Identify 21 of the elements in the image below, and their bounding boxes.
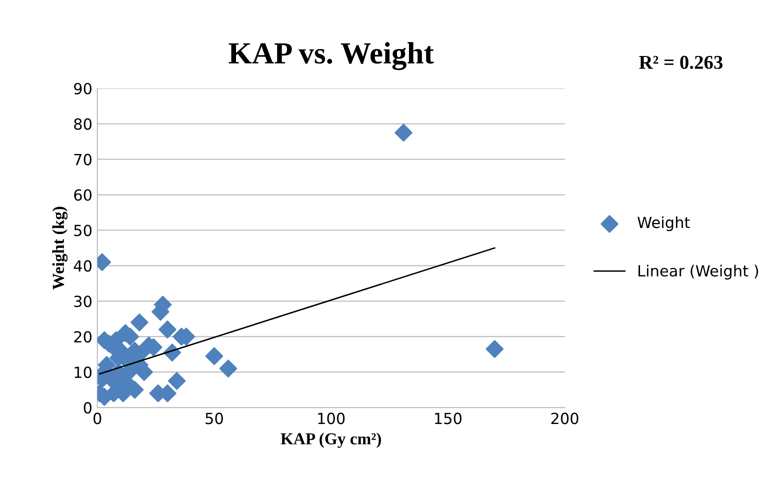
x-tick-label: 0 [94, 412, 102, 424]
y-tick-label: 20 [74, 331, 92, 343]
y-tick-label: 10 [74, 366, 92, 378]
y-tick-label: 0 [84, 402, 92, 414]
y-tick-label: 30 [74, 296, 92, 308]
chart-title: KAP vs. Weight [228, 42, 434, 70]
legend-label: Weight [638, 216, 690, 232]
y-tick-label: 90 [74, 82, 92, 94]
y-tick-label: 70 [74, 154, 92, 166]
y-tick-label: 40 [74, 260, 92, 272]
x-tick-label: 200 [551, 412, 578, 424]
y-axis-title: Weight (kg) [52, 206, 68, 290]
y-tick-label: 80 [74, 118, 92, 130]
y-tick-label: 50 [74, 224, 92, 236]
x-axis-title: KAP (Gy cm²) [280, 432, 381, 448]
text: R² = 0.263 [639, 56, 723, 70]
legend-label: Linear (Weight ) [638, 264, 758, 280]
y-tick-label: 60 [74, 189, 92, 201]
x-tick-label: 100 [318, 412, 345, 424]
x-tick-label: 150 [435, 412, 462, 424]
x-tick-label: 50 [206, 412, 223, 424]
